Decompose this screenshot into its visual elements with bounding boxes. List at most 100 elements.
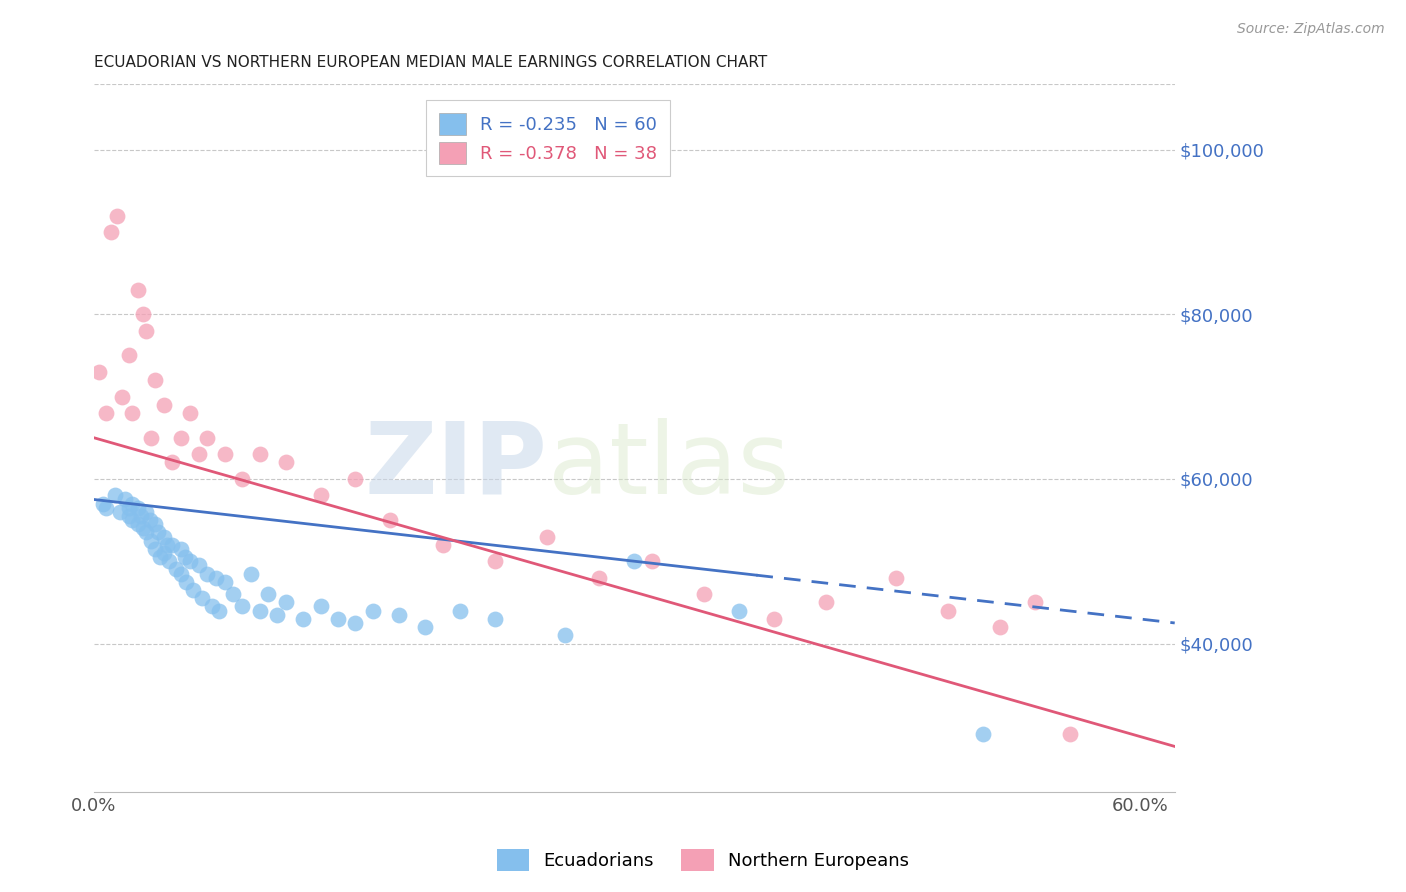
Point	[344, 472, 367, 486]
Point	[195, 566, 218, 581]
Point	[201, 599, 224, 614]
Point	[239, 566, 262, 581]
Point	[484, 554, 506, 568]
Point	[413, 620, 436, 634]
Point	[449, 604, 471, 618]
Point	[148, 525, 170, 540]
Point	[179, 554, 201, 568]
Point	[187, 558, 209, 573]
Point	[588, 571, 610, 585]
Point	[135, 525, 157, 540]
Point	[623, 554, 645, 568]
Point	[143, 541, 166, 556]
Point	[641, 554, 664, 568]
Point	[249, 604, 271, 618]
Text: ECUADORIAN VS NORTHERN EUROPEAN MEDIAN MALE EARNINGS CORRELATION CHART: ECUADORIAN VS NORTHERN EUROPEAN MEDIAN M…	[94, 55, 768, 70]
Point	[274, 595, 297, 609]
Point	[132, 521, 155, 535]
Point	[972, 727, 994, 741]
Point	[141, 533, 163, 548]
Point	[121, 513, 143, 527]
Point	[309, 599, 332, 614]
Point	[214, 447, 236, 461]
Point	[127, 283, 149, 297]
Text: atlas: atlas	[548, 417, 790, 515]
Point	[257, 587, 280, 601]
Point	[149, 550, 172, 565]
Point	[143, 373, 166, 387]
Point	[127, 500, 149, 515]
Point	[156, 538, 179, 552]
Point	[111, 390, 134, 404]
Point	[118, 508, 141, 523]
Legend: R = -0.235   N = 60, R = -0.378   N = 38: R = -0.235 N = 60, R = -0.378 N = 38	[426, 100, 669, 177]
Point	[484, 612, 506, 626]
Legend: Ecuadorians, Northern Europeans: Ecuadorians, Northern Europeans	[489, 842, 917, 879]
Point	[1024, 595, 1046, 609]
Point	[108, 505, 131, 519]
Text: Source: ZipAtlas.com: Source: ZipAtlas.com	[1237, 22, 1385, 37]
Point	[143, 517, 166, 532]
Point	[181, 582, 204, 597]
Point	[208, 604, 231, 618]
Point	[884, 571, 907, 585]
Point	[361, 604, 384, 618]
Point	[187, 447, 209, 461]
Point	[176, 574, 198, 589]
Point	[536, 529, 558, 543]
Point	[157, 554, 180, 568]
Point	[100, 225, 122, 239]
Point	[121, 406, 143, 420]
Point	[94, 500, 117, 515]
Point	[231, 599, 253, 614]
Point	[104, 488, 127, 502]
Point	[222, 587, 245, 601]
Point	[118, 500, 141, 515]
Point	[152, 529, 174, 543]
Point	[1059, 727, 1081, 741]
Point	[121, 497, 143, 511]
Point	[165, 562, 187, 576]
Point	[138, 513, 160, 527]
Text: ZIP: ZIP	[366, 417, 548, 515]
Point	[89, 365, 111, 379]
Point	[728, 604, 751, 618]
Point	[118, 348, 141, 362]
Point	[274, 455, 297, 469]
Point	[554, 628, 576, 642]
Point	[162, 538, 184, 552]
Point	[326, 612, 349, 626]
Point	[135, 324, 157, 338]
Point	[127, 517, 149, 532]
Point	[191, 591, 214, 606]
Point	[114, 492, 136, 507]
Point	[173, 550, 195, 565]
Point	[693, 587, 716, 601]
Point	[129, 508, 152, 523]
Point	[214, 574, 236, 589]
Point	[815, 595, 838, 609]
Point	[936, 604, 959, 618]
Point	[179, 406, 201, 420]
Point	[132, 307, 155, 321]
Point	[344, 615, 367, 630]
Point	[141, 431, 163, 445]
Point	[432, 538, 454, 552]
Point	[170, 541, 193, 556]
Point	[94, 406, 117, 420]
Point	[762, 612, 785, 626]
Point	[231, 472, 253, 486]
Point	[266, 607, 288, 622]
Point	[91, 497, 114, 511]
Point	[292, 612, 315, 626]
Point	[388, 607, 411, 622]
Point	[309, 488, 332, 502]
Point	[135, 505, 157, 519]
Point	[990, 620, 1012, 634]
Point	[152, 398, 174, 412]
Point	[380, 513, 402, 527]
Point	[105, 209, 128, 223]
Point	[152, 546, 174, 560]
Point	[195, 431, 218, 445]
Point	[170, 431, 193, 445]
